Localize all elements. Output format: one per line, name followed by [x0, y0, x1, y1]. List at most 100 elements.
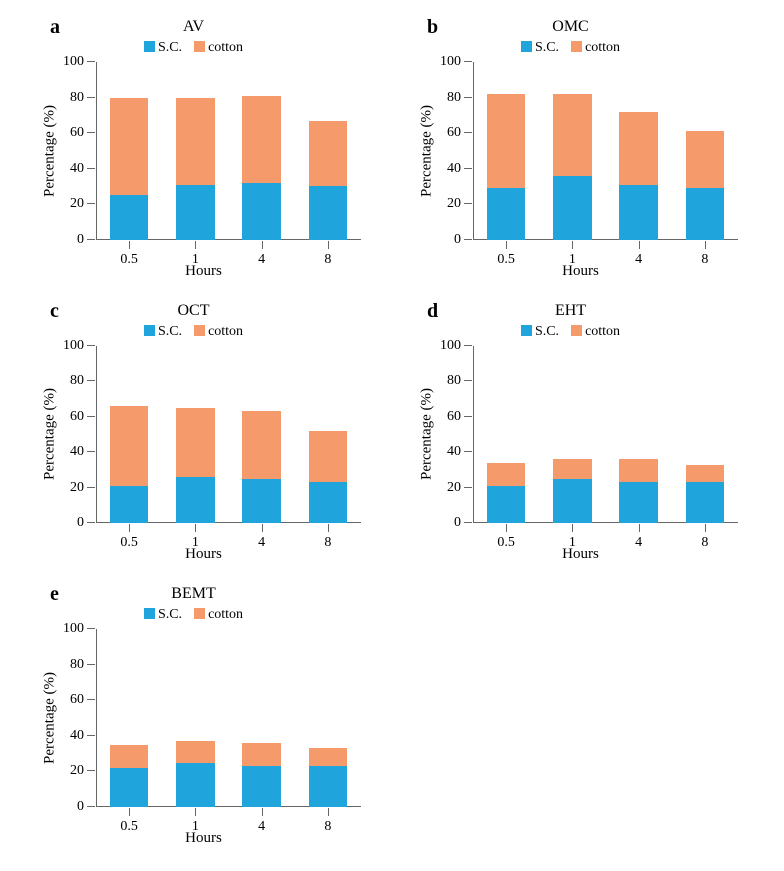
legend-swatch-cotton [194, 325, 205, 336]
bar [553, 62, 591, 240]
x-tick [572, 524, 573, 532]
x-axis-label: Hours [185, 830, 222, 847]
bar [176, 346, 214, 524]
y-tick-label: 20 [70, 763, 84, 779]
panel-d: dEHTS.C.cottonPercentage (%)Hours0204060… [397, 294, 764, 568]
y-tick-label: 0 [77, 799, 84, 815]
y-tick [87, 168, 95, 169]
y-tick-label: 80 [447, 90, 461, 106]
x-tick [129, 524, 130, 532]
y-tick [464, 522, 472, 523]
bar-segment-sc [110, 195, 148, 239]
bar-segment-sc [619, 482, 657, 523]
x-tick [328, 524, 329, 532]
y-tick-label: 100 [63, 621, 84, 637]
y-tick [87, 487, 95, 488]
legend-label: S.C. [158, 324, 182, 339]
bar [110, 62, 148, 240]
y-tick [464, 380, 472, 381]
y-tick-label: 100 [63, 338, 84, 354]
bar-segment-cotton [686, 465, 724, 483]
legend-item-cotton: cotton [194, 607, 243, 622]
x-tick-label: 1 [569, 535, 576, 551]
x-tick [506, 241, 507, 249]
y-tick [87, 735, 95, 736]
x-tick-label: 4 [258, 819, 265, 835]
x-axis-label: Hours [185, 546, 222, 563]
bar-segment-cotton [553, 94, 591, 176]
x-tick [328, 241, 329, 249]
legend-swatch-cotton [571, 325, 582, 336]
bar [110, 346, 148, 524]
x-tick-label: 4 [635, 252, 642, 268]
y-tick-label: 40 [70, 444, 84, 460]
x-tick-label: 8 [324, 819, 331, 835]
bar-segment-cotton [309, 748, 347, 766]
legend-item-sc: S.C. [144, 607, 182, 622]
bar [242, 62, 280, 240]
bar-segment-cotton [176, 98, 214, 185]
x-tick-label: 4 [258, 252, 265, 268]
panel-a: aAVS.C.cottonPercentage (%)Hours02040608… [20, 10, 387, 284]
panel-b: bOMCS.C.cottonPercentage (%)Hours0204060… [397, 10, 764, 284]
x-tick [705, 241, 706, 249]
y-tick-label: 0 [454, 515, 461, 531]
y-tick-label: 60 [70, 409, 84, 425]
bar-segment-sc [242, 766, 280, 807]
bar-segment-sc [176, 185, 214, 240]
bar [309, 62, 347, 240]
y-tick [87, 97, 95, 98]
x-tick-label: 4 [258, 535, 265, 551]
x-tick-label: 4 [635, 535, 642, 551]
plot-area: 0204060801000.5148 [96, 62, 361, 240]
bar [487, 346, 525, 524]
x-tick [195, 524, 196, 532]
y-tick [87, 628, 95, 629]
y-tick-label: 80 [447, 373, 461, 389]
bar [686, 346, 724, 524]
x-tick [506, 524, 507, 532]
bar-segment-cotton [309, 121, 347, 187]
bar [619, 346, 657, 524]
y-tick-label: 100 [440, 338, 461, 354]
y-tick [464, 61, 472, 62]
panel-c: cOCTS.C.cottonPercentage (%)Hours0204060… [20, 294, 387, 568]
bar-segment-sc [309, 186, 347, 239]
bar [242, 629, 280, 807]
x-tick-label: 8 [701, 535, 708, 551]
y-axis-label: Percentage (%) [419, 105, 436, 197]
bar-segment-cotton [309, 431, 347, 483]
y-tick-label: 60 [70, 125, 84, 141]
legend-swatch-sc [144, 325, 155, 336]
legend-swatch-cotton [571, 41, 582, 52]
panel-e: eBEMTS.C.cottonPercentage (%)Hours020406… [20, 577, 387, 851]
y-tick-label: 80 [70, 373, 84, 389]
y-tick-label: 40 [447, 444, 461, 460]
y-tick-label: 80 [70, 657, 84, 673]
legend-item-sc: S.C. [521, 40, 559, 55]
y-tick [464, 487, 472, 488]
y-tick-label: 20 [70, 480, 84, 496]
legend-label: cotton [208, 324, 243, 339]
y-tick [87, 451, 95, 452]
y-tick-label: 40 [447, 161, 461, 177]
bar-segment-cotton [487, 463, 525, 486]
y-tick-label: 60 [447, 409, 461, 425]
legend-swatch-sc [144, 608, 155, 619]
y-axis-label: Percentage (%) [42, 105, 59, 197]
bar [242, 346, 280, 524]
legend-item-sc: S.C. [144, 40, 182, 55]
x-axis-label: Hours [562, 546, 599, 563]
legend-item-sc: S.C. [521, 324, 559, 339]
plot-area: 0204060801000.5148 [473, 62, 738, 240]
bar [686, 62, 724, 240]
y-axis-label: Percentage (%) [42, 672, 59, 764]
x-tick [705, 524, 706, 532]
x-tick-label: 1 [192, 819, 199, 835]
x-tick [195, 241, 196, 249]
y-tick-label: 20 [447, 196, 461, 212]
bar [487, 62, 525, 240]
bar-segment-sc [487, 188, 525, 240]
legend-label: S.C. [535, 40, 559, 55]
legend-swatch-cotton [194, 608, 205, 619]
